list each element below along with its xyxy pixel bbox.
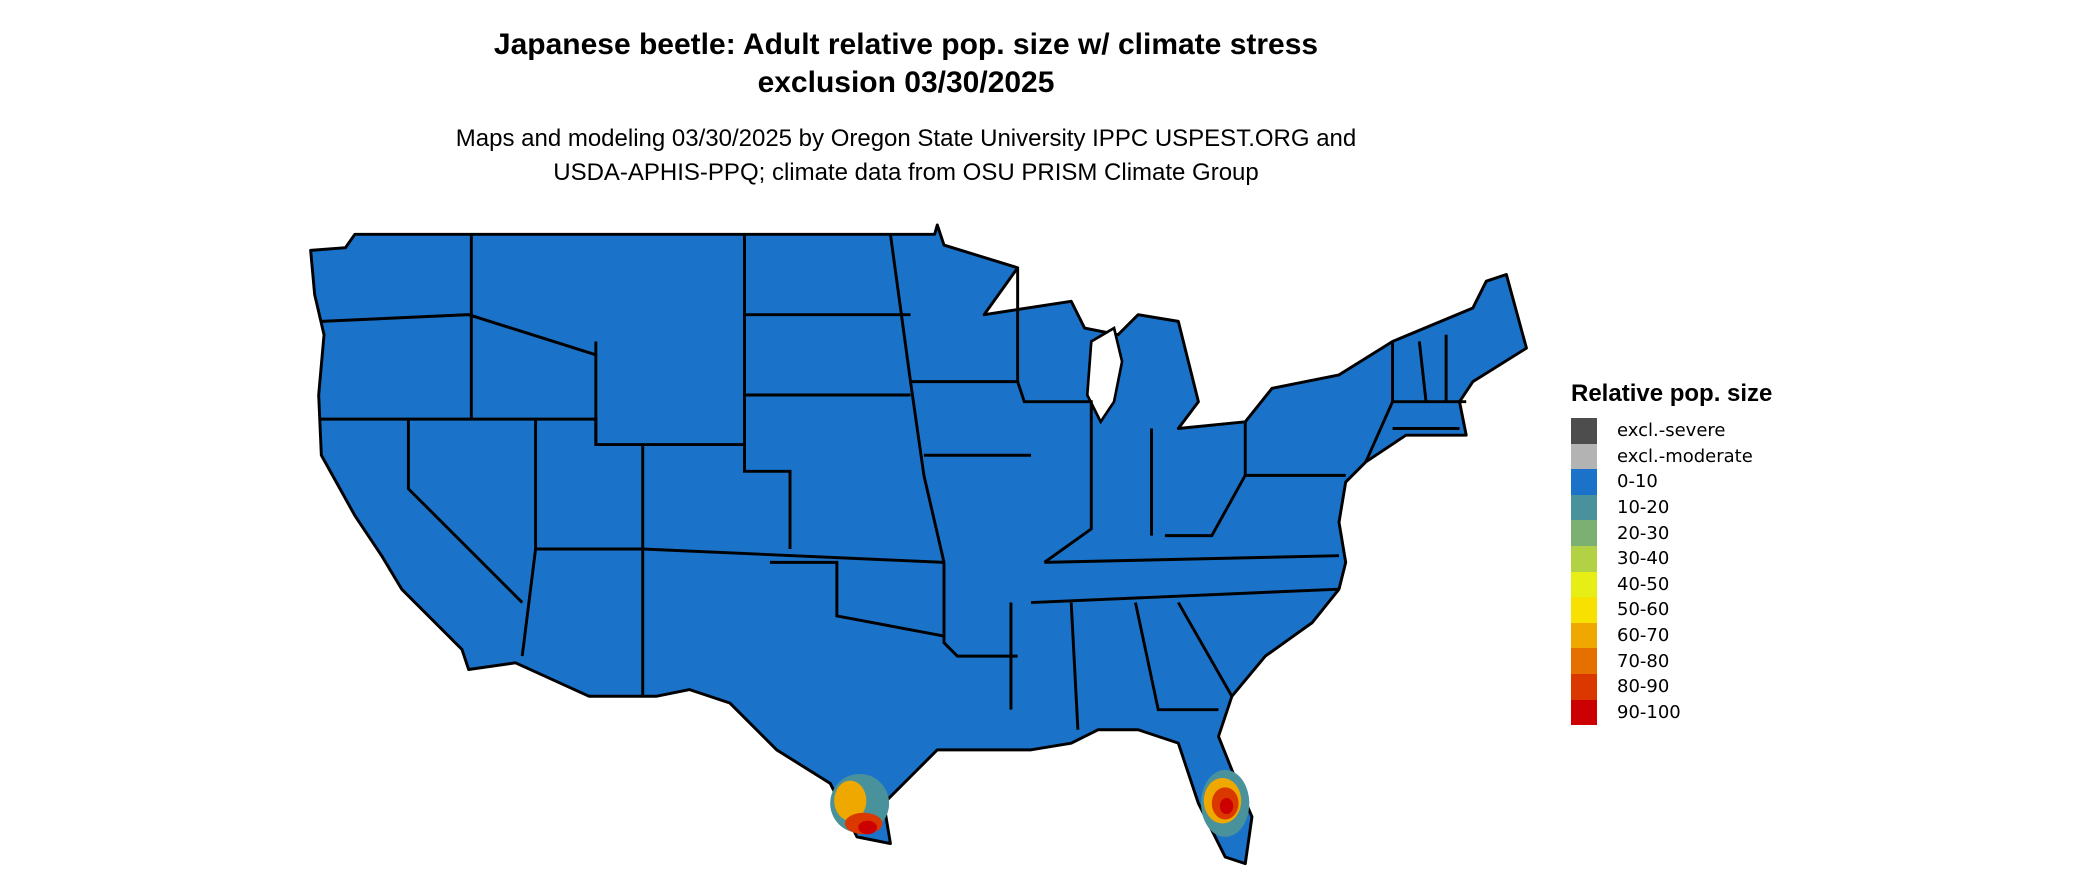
- hotspot-florida: [1201, 769, 1250, 837]
- legend-swatch: [1571, 673, 1597, 700]
- state-borders: [318, 234, 1467, 730]
- legend: Relative pop. size excl.-severe excl.-mod…: [1571, 380, 1773, 726]
- map-subtitle: Maps and modeling 03/30/2025 by Oregon S…: [0, 122, 1812, 190]
- legend-label: 50-60: [1617, 599, 1670, 621]
- legend-item: 80-90: [1571, 673, 1772, 700]
- legend-item: 30-40: [1571, 545, 1772, 572]
- legend-swatch: [1571, 469, 1597, 495]
- legend-label: 10-20: [1617, 497, 1670, 519]
- us-outline: [309, 223, 1528, 866]
- legend-item: 10-20: [1571, 494, 1772, 521]
- title-line-1: Japanese beetle: Adult relative pop. siz…: [493, 28, 1319, 61]
- legend-swatch: [1571, 597, 1597, 623]
- legend-item: 50-60: [1571, 597, 1772, 623]
- legend-item: 60-70: [1571, 622, 1772, 649]
- legend-label: 90-100: [1617, 701, 1681, 723]
- legend-swatch: [1571, 494, 1597, 521]
- legend-label: 60-70: [1617, 625, 1670, 647]
- hotspot-texas: [830, 773, 890, 835]
- legend-item: excl.-moderate: [1571, 443, 1772, 470]
- legend-label: 40-50: [1617, 573, 1670, 595]
- legend-item: 90-100: [1571, 699, 1772, 726]
- legend-swatch: [1571, 520, 1597, 546]
- legend-swatch: [1571, 545, 1597, 572]
- legend-swatch: [1571, 622, 1597, 649]
- legend-swatch: [1571, 699, 1597, 726]
- legend-swatch: [1571, 648, 1597, 674]
- legend-label: 30-40: [1617, 548, 1670, 570]
- legend-label: 80-90: [1617, 676, 1670, 698]
- legend-label: 70-80: [1617, 650, 1670, 672]
- legend-swatch: [1571, 418, 1597, 444]
- subtitle-line-1: Maps and modeling 03/30/2025 by Oregon S…: [455, 125, 1357, 152]
- legend-label: 20-30: [1617, 522, 1670, 544]
- legend-swatch: [1571, 571, 1597, 598]
- legend-item: 20-30: [1571, 520, 1772, 546]
- title-line-2: exclusion 03/30/2025: [757, 66, 1055, 99]
- legend-item: 70-80: [1571, 648, 1772, 674]
- legend-swatch: [1571, 443, 1597, 470]
- legend-item: 40-50: [1571, 571, 1772, 598]
- lake-michigan: [1085, 325, 1124, 425]
- legend-title: Relative pop. size: [1571, 380, 1773, 407]
- legend-label: 0-10: [1617, 471, 1658, 493]
- map-title: Japanese beetle: Adult relative pop. siz…: [0, 26, 1812, 102]
- subtitle-line-2: USDA-APHIS-PPQ; climate data from OSU PR…: [553, 159, 1259, 186]
- legend-label: excl.-severe: [1617, 420, 1726, 442]
- legend-item: 0-10: [1571, 469, 1772, 495]
- legend-label: excl.-moderate: [1617, 445, 1753, 467]
- legend-item: excl.-severe: [1571, 418, 1772, 444]
